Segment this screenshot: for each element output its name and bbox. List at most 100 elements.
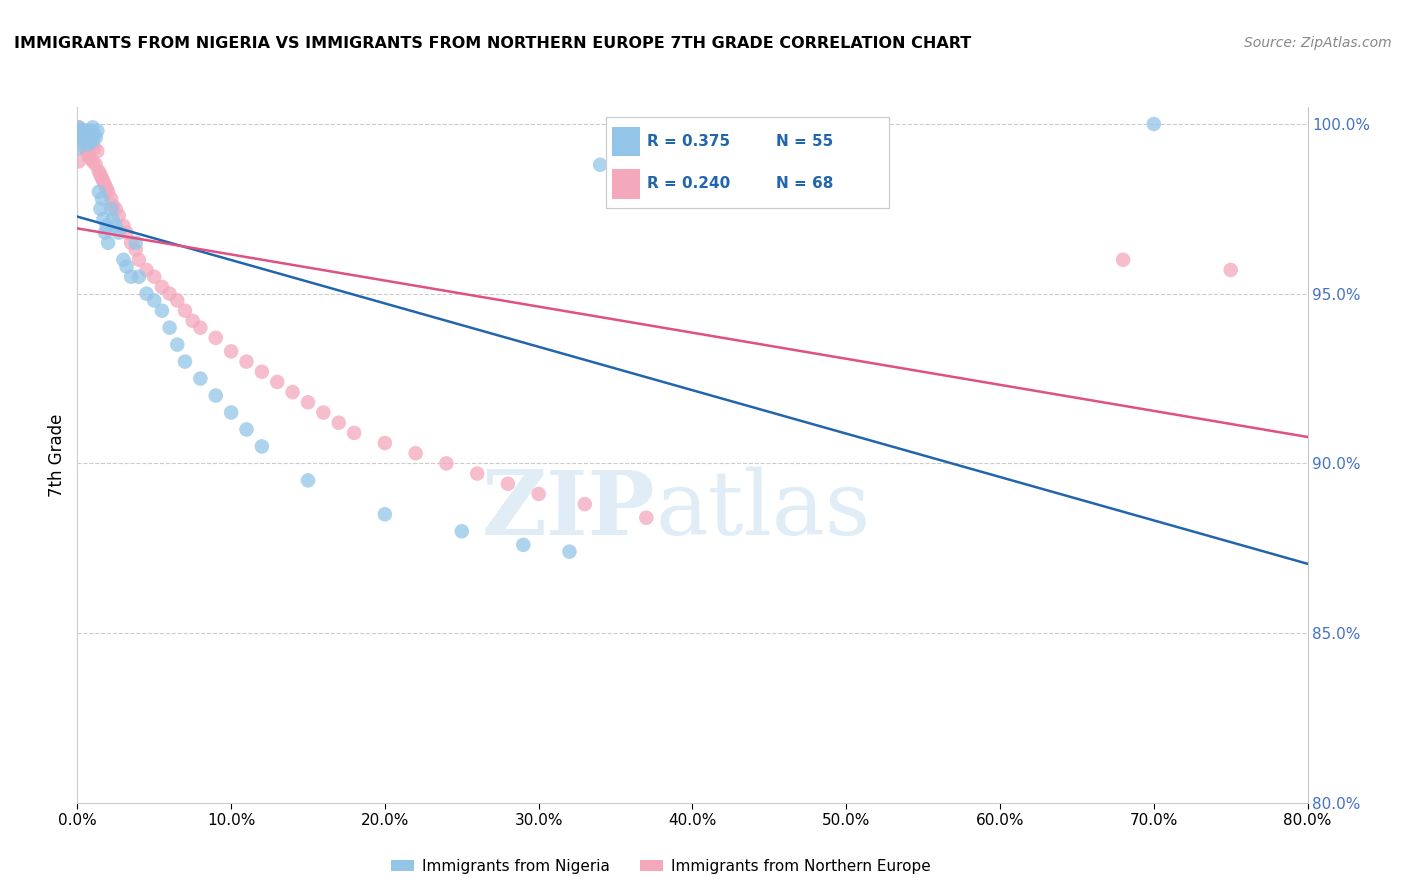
Point [70, 127, 93, 141]
Point [79, 134, 101, 148]
Point [135, 263, 157, 277]
Point [73, 141, 96, 155]
Point [86, 124, 108, 138]
Point [150, 280, 173, 294]
Point [159, 286, 181, 301]
Point [436, 457, 458, 471]
Point [512, 538, 534, 552]
Text: atlas: atlas [655, 467, 870, 554]
Point [1112, 252, 1135, 267]
Point [67, 120, 90, 135]
Point [76, 144, 98, 158]
Point [465, 467, 488, 481]
Point [108, 226, 131, 240]
Point [574, 497, 596, 511]
Point [89, 202, 111, 216]
Point [636, 510, 658, 524]
Point [84, 158, 107, 172]
Point [135, 286, 157, 301]
Point [112, 219, 135, 233]
Point [589, 158, 612, 172]
Point [76, 134, 98, 148]
Point [93, 212, 115, 227]
Point [112, 252, 135, 267]
Point [312, 405, 335, 419]
Point [1143, 117, 1166, 131]
Point [72, 127, 94, 141]
Point [82, 130, 104, 145]
Point [83, 141, 105, 155]
Point [96, 181, 118, 195]
Point [450, 524, 472, 539]
Point [73, 124, 96, 138]
Point [90, 171, 114, 186]
Point [77, 130, 100, 145]
Point [67, 127, 90, 141]
Text: ZIP: ZIP [482, 467, 655, 554]
Point [219, 344, 242, 359]
Point [90, 192, 114, 206]
Point [82, 120, 104, 135]
Point [73, 130, 96, 145]
Point [80, 137, 103, 152]
Point [69, 130, 91, 145]
Point [150, 303, 173, 318]
Point [76, 127, 98, 141]
Point [79, 130, 101, 145]
Point [120, 269, 142, 284]
Point [94, 178, 117, 193]
Point [188, 371, 212, 385]
Point [67, 120, 90, 135]
Point [235, 422, 257, 436]
Point [101, 198, 124, 212]
Point [79, 151, 101, 165]
Point [87, 164, 110, 178]
Point [96, 219, 118, 233]
Point [84, 130, 107, 145]
Point [143, 269, 166, 284]
Point [108, 209, 131, 223]
Y-axis label: 7th Grade: 7th Grade [48, 413, 66, 497]
Point [86, 144, 108, 158]
Point [297, 474, 319, 488]
Point [328, 416, 350, 430]
Text: IMMIGRANTS FROM NIGERIA VS IMMIGRANTS FROM NORTHERN EUROPE 7TH GRADE CORRELATION: IMMIGRANTS FROM NIGERIA VS IMMIGRANTS FR… [14, 36, 972, 51]
Point [128, 252, 150, 267]
Point [374, 436, 396, 450]
Point [97, 185, 120, 199]
Point [82, 134, 104, 148]
Point [166, 337, 188, 351]
Legend: Immigrants from Nigeria, Immigrants from Northern Europe: Immigrants from Nigeria, Immigrants from… [385, 853, 936, 880]
Point [558, 544, 581, 558]
Point [166, 293, 188, 308]
Point [235, 354, 257, 368]
Point [1219, 263, 1241, 277]
Text: Source: ZipAtlas.com: Source: ZipAtlas.com [1244, 36, 1392, 50]
Point [93, 175, 115, 189]
Point [89, 168, 111, 182]
Point [104, 219, 127, 233]
Point [174, 303, 197, 318]
Point [83, 127, 105, 141]
Point [125, 235, 148, 250]
Point [115, 226, 138, 240]
Point [67, 141, 90, 155]
Point [496, 476, 519, 491]
Point [82, 154, 104, 169]
Point [128, 269, 150, 284]
Point [143, 293, 166, 308]
Point [219, 405, 242, 419]
Point [97, 235, 120, 250]
Point [250, 439, 273, 453]
Point [77, 147, 100, 161]
Point [250, 365, 273, 379]
Point [101, 212, 124, 227]
Point [77, 137, 100, 152]
Point [87, 185, 110, 199]
Point [281, 385, 304, 400]
Point [94, 226, 117, 240]
Point [527, 487, 550, 501]
Point [100, 192, 122, 206]
Point [374, 508, 396, 522]
Point [104, 202, 127, 216]
